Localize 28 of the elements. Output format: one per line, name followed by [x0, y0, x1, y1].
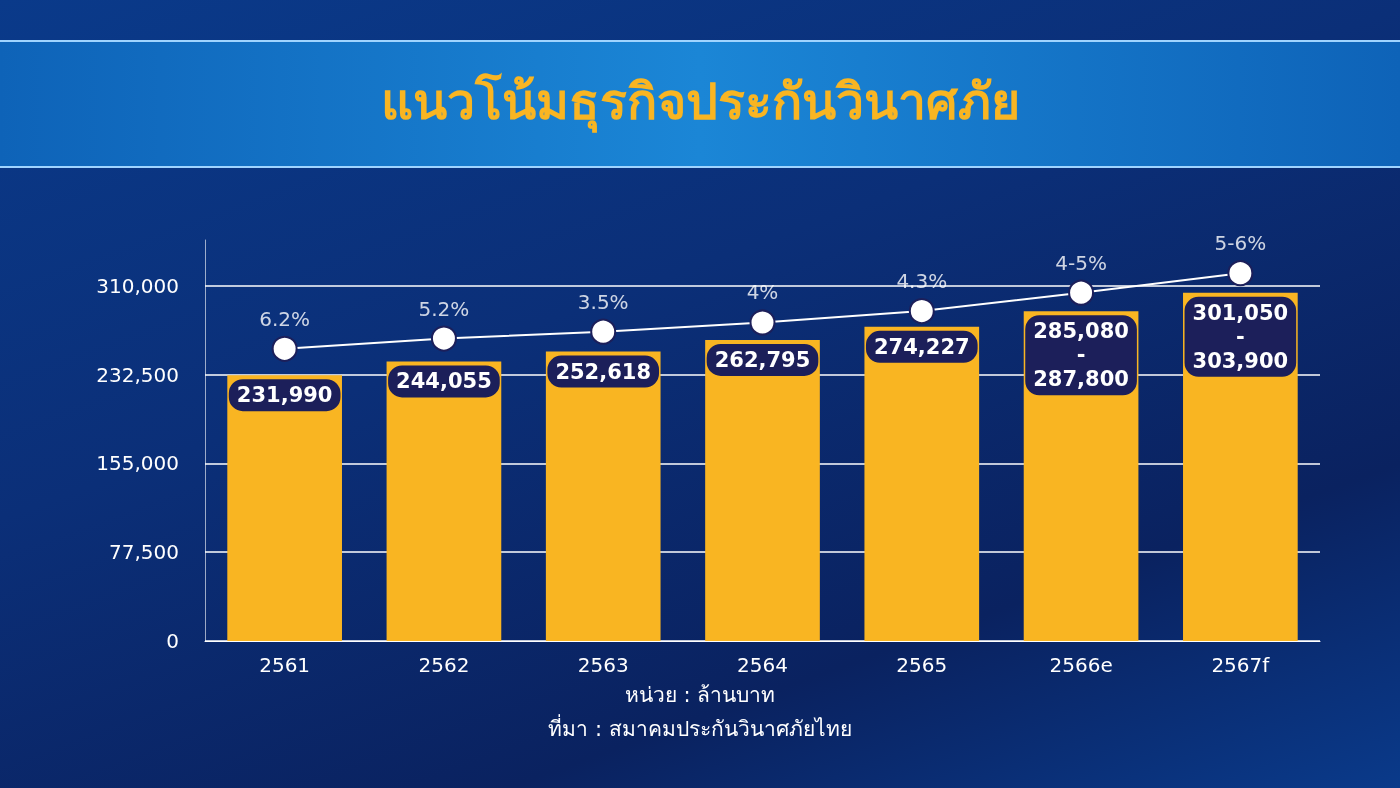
- x-tick-label: 2563: [577, 653, 629, 677]
- x-tick-label: 2567f: [1211, 653, 1271, 677]
- data-label: 262,795: [714, 347, 811, 372]
- x-tick-label: 2565: [896, 653, 948, 677]
- y-tick-label: 310,000: [96, 273, 179, 298]
- data-label: 285,080 - 287,800: [1033, 319, 1129, 392]
- data-label: 231,990: [236, 383, 333, 408]
- text: หน่วย : ล้านบาท: [624, 682, 776, 707]
- data-label: 252,618: [555, 359, 652, 384]
- text: ที่มา : สมาคมประกันวินาศภัยไทย: [548, 713, 852, 741]
- y-tick-label: 155,000: [96, 451, 179, 476]
- annotation: 5.2%: [418, 296, 470, 321]
- x-tick-label: 2564: [737, 653, 788, 677]
- data-label: 244,055: [396, 369, 492, 394]
- x-tick-label: 2562: [418, 653, 470, 677]
- annotation: 4-5%: [1055, 250, 1107, 275]
- annotation: 5-6%: [1214, 231, 1267, 256]
- y-tick-label: 0: [166, 629, 179, 653]
- y-tick-label: 232,500: [96, 362, 179, 387]
- annotation: 6.2%: [259, 306, 311, 331]
- data-label: 301,050 - 303,900: [1192, 300, 1289, 373]
- annotation: 4%: [746, 280, 779, 305]
- x-tick-label: 2566e: [1049, 653, 1113, 677]
- x-tick-label: 2561: [259, 653, 311, 677]
- y-tick-label: 77,500: [109, 540, 179, 565]
- data-label: 274,227: [873, 334, 970, 359]
- chart-title: แนวโน้มธุรกิจประกันวินาศภัย: [380, 72, 1020, 133]
- annotation: 3.5%: [577, 289, 629, 314]
